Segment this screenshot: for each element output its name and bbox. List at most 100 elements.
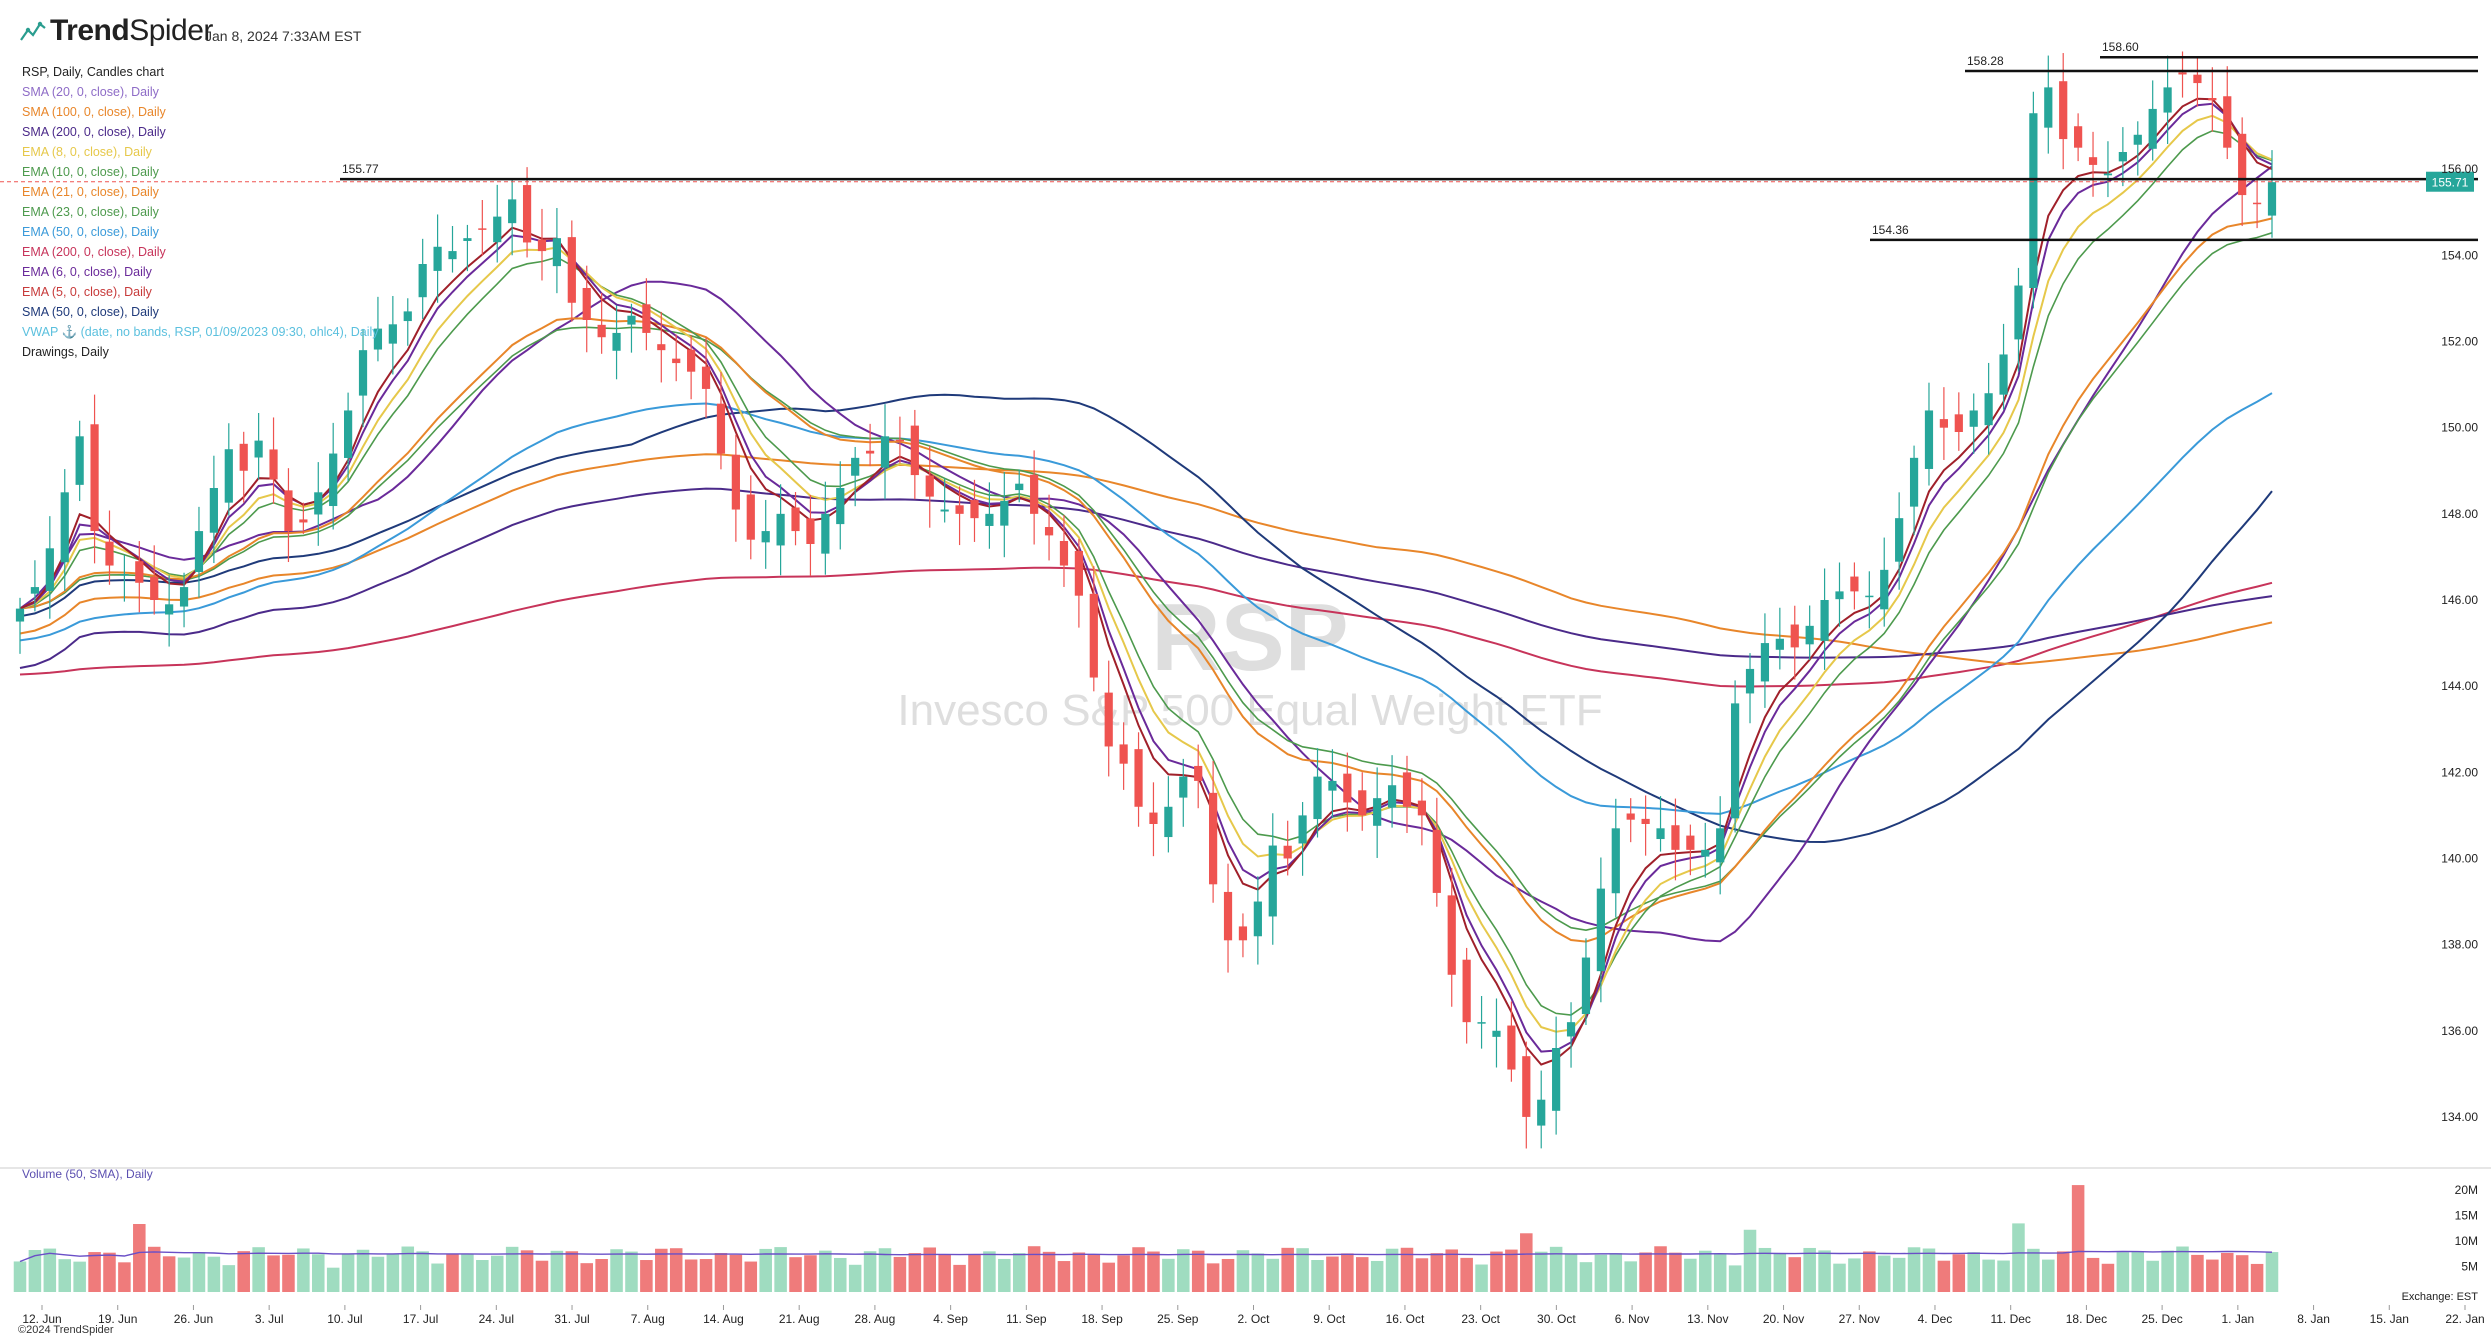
legend-item[interactable]: EMA (5, 0, close), Daily (22, 285, 152, 299)
candle-body (1477, 1022, 1486, 1024)
candle-body (1537, 1099, 1546, 1126)
legend-item[interactable]: SMA (20, 0, close), Daily (22, 85, 159, 99)
legend-item[interactable]: SMA (50, 0, close), Daily (22, 305, 159, 319)
volume-bar (565, 1251, 579, 1292)
volume-bar (1490, 1251, 1503, 1292)
volume-bar (953, 1264, 966, 1292)
candle-body (2133, 134, 2142, 145)
volume-sma-line (19, 1250, 2273, 1263)
legend-item[interactable]: EMA (21, 0, close), Daily (22, 185, 159, 199)
volume-bar (1370, 1260, 1384, 1292)
legend-item[interactable]: EMA (23, 0, close), Daily (22, 205, 159, 219)
candle-body (2044, 87, 2053, 128)
x-tick-label: 25. Dec (2141, 1312, 2182, 1326)
candle-body (537, 239, 547, 252)
volume-bar (1341, 1253, 1354, 1292)
volume-bar (923, 1247, 937, 1292)
x-tick-label: 7. Aug (631, 1312, 665, 1326)
candle-body (418, 264, 427, 298)
volume-bar (43, 1248, 57, 1292)
volume-bar (983, 1251, 996, 1292)
volume-bar (401, 1246, 415, 1292)
candle-body (701, 366, 711, 389)
candle-body (1581, 957, 1591, 1015)
x-tick-label: 9. Oct (1313, 1312, 1346, 1326)
candle-body (1999, 354, 2008, 395)
volume-bar (610, 1249, 623, 1292)
volume-bar (1266, 1258, 1280, 1292)
candle-body (75, 436, 84, 485)
legend-item[interactable]: EMA (50, 0, close), Daily (22, 225, 159, 239)
volume-bar (1296, 1248, 1309, 1292)
volume-bar (282, 1254, 295, 1292)
candle-body (299, 519, 308, 523)
x-tick-label: 28. Aug (855, 1312, 896, 1326)
volume-bar (1549, 1246, 1563, 1292)
volume-bar (1072, 1252, 1086, 1292)
last-price-label: 155.71 (2432, 176, 2469, 190)
volume-bar (1713, 1253, 1727, 1292)
candle-body (433, 246, 442, 271)
candle-body (1015, 483, 1024, 491)
candle-body (1880, 569, 1889, 610)
candle-body (2118, 152, 2127, 162)
volume-bar (804, 1255, 817, 1292)
x-tick-label: 17. Jul (403, 1312, 438, 1326)
volume-bar (1534, 1251, 1548, 1292)
candle-body (895, 439, 905, 442)
level-label: 155.77 (342, 162, 379, 176)
legend-item[interactable]: Drawings, Daily (22, 345, 109, 359)
candle-body (1492, 1030, 1501, 1037)
volume-bar (1385, 1248, 1399, 1292)
candle-body (2088, 157, 2098, 165)
level-label: 158.28 (1967, 54, 2004, 68)
x-tick-label: 3. Jul (255, 1312, 284, 1326)
candle-body (150, 576, 159, 600)
candle-body (344, 410, 353, 458)
x-tick-label: 23. Oct (1461, 1312, 1500, 1326)
volume-bar (2071, 1185, 2085, 1292)
legend-item[interactable]: RSP, Daily, Candles chart (22, 65, 164, 79)
candle-body (985, 513, 994, 526)
candle-body (597, 324, 606, 338)
volume-bar (1743, 1229, 1757, 1292)
y-tick-label: 144.00 (2441, 679, 2478, 693)
candle-body (2103, 173, 2113, 176)
volume-bar (386, 1254, 400, 1292)
legend-item[interactable]: EMA (6, 0, close), Daily (22, 265, 152, 279)
candle-body (1969, 410, 1978, 427)
legend-item[interactable]: SMA (100, 0, close), Daily (22, 105, 166, 119)
legend-item[interactable]: EMA (8, 0, close), Daily (22, 145, 152, 159)
legend-item[interactable]: EMA (200, 0, close), Daily (22, 245, 166, 259)
candle-body (1596, 888, 1605, 972)
legend-item[interactable]: SMA (200, 0, close), Daily (22, 125, 166, 139)
x-tick-label: 21. Aug (779, 1312, 820, 1326)
y-tick-label: 136.00 (2441, 1024, 2478, 1038)
volume-bar (640, 1260, 653, 1292)
candle-body (1954, 414, 1963, 432)
sma-50-line (19, 393, 2273, 844)
candle-body (1790, 624, 1799, 648)
volume-bar (1848, 1258, 1861, 1292)
volume-bar (2056, 1251, 2070, 1292)
volume-bar (1609, 1253, 1623, 1292)
candle-body (1313, 776, 1322, 820)
candle-body (672, 358, 681, 364)
level-label: 154.36 (1872, 223, 1909, 237)
indicator-legend[interactable]: RSP, Daily, Candles chart SMA (20, 0, clo… (22, 62, 379, 362)
candle-body (1179, 776, 1188, 798)
legend-item[interactable]: VWAP ⚓ (date, no bands, RSP, 01/09/2023 … (22, 325, 379, 339)
candle-body (880, 436, 890, 468)
volume-bar (655, 1248, 668, 1292)
volume-bar (1788, 1257, 1802, 1292)
candle-body (925, 475, 934, 497)
volume-bar (535, 1260, 549, 1292)
candle-body (463, 238, 472, 241)
volume-bar (431, 1263, 444, 1292)
legend-item[interactable]: EMA (10, 0, close), Daily (22, 165, 159, 179)
volume-bar (938, 1254, 951, 1292)
volume-bar (1669, 1252, 1682, 1292)
volume-bar (237, 1251, 250, 1292)
volume-bar (1206, 1263, 1220, 1292)
